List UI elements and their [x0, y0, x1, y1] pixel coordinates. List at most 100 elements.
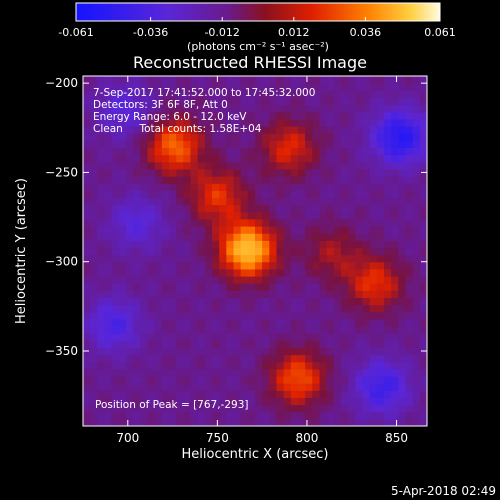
heatmap-cell: [319, 276, 328, 284]
heatmap-cell: [133, 283, 141, 291]
heatmap-cell: [161, 211, 170, 220]
heatmap-cell: [391, 326, 399, 334]
heatmap-cell: [283, 326, 292, 334]
heatmap-cell: [384, 168, 392, 177]
heatmap-cell: [147, 104, 156, 113]
heatmap-cell: [341, 326, 349, 334]
heatmap-cell: [183, 326, 192, 334]
heatmap-cell: [290, 104, 299, 113]
heatmap-cell: [376, 297, 385, 306]
heatmap-cell: [333, 304, 342, 313]
heatmap-cell: [269, 90, 278, 99]
heatmap-cell: [97, 254, 106, 263]
heatmap-cell: [362, 154, 371, 163]
heatmap-cell: [154, 204, 163, 213]
heatmap-cell: [341, 361, 349, 370]
heatmap-cell: [419, 190, 427, 199]
heatmap-cell: [290, 247, 299, 256]
heatmap-cell: [118, 404, 127, 413]
heatmap-cell: [283, 283, 292, 291]
heatmap-cell: [384, 283, 392, 291]
heatmap-cell: [312, 311, 321, 320]
heatmap-cell: [326, 76, 335, 84]
heatmap-cell: [133, 340, 141, 349]
heatmap-cell: [190, 368, 199, 377]
heatmap-cell: [247, 261, 256, 270]
heatmap-cell: [305, 404, 313, 413]
heatmap-cell: [233, 83, 242, 91]
heatmap-cell: [197, 118, 206, 127]
heatmap-cell: [355, 354, 364, 363]
heatmap-cell: [298, 383, 306, 391]
heatmap-cell: [269, 297, 278, 306]
heatmap-cell: [176, 333, 184, 341]
heatmap-cell: [111, 261, 120, 270]
heatmap-cell: [176, 290, 184, 299]
heatmap-cell: [312, 304, 321, 313]
heatmap-cell: [398, 411, 407, 420]
heatmap-cell: [126, 176, 134, 184]
heatmap-cell: [176, 218, 184, 227]
heatmap-cell: [176, 90, 184, 99]
heatmap-cell: [369, 83, 378, 91]
heatmap-cell: [190, 383, 199, 391]
heatmap-cell: [290, 111, 299, 120]
heatmap-cell: [391, 233, 399, 241]
heatmap-cell: [197, 297, 206, 306]
heatmap-cell: [412, 104, 421, 113]
heatmap-cell: [161, 118, 170, 127]
heatmap-cell: [147, 76, 156, 84]
heatmap-cell: [140, 147, 149, 156]
heatmap-cell: [305, 361, 313, 370]
heatmap-cell: [219, 347, 227, 356]
heatmap-cell: [197, 397, 206, 406]
heatmap-cell: [262, 261, 270, 270]
heatmap-cell: [376, 247, 385, 256]
heatmap-cell: [405, 233, 414, 241]
heatmap-cell: [398, 333, 407, 341]
heatmap-cell: [305, 311, 313, 320]
heatmap-cell: [147, 354, 156, 363]
heatmap-cell: [269, 390, 278, 399]
heatmap-cell: [376, 261, 385, 270]
heatmap-cell: [362, 411, 371, 420]
heatmap-cell: [333, 247, 342, 256]
heatmap-cell: [298, 347, 306, 356]
heatmap-cell: [355, 268, 364, 277]
heatmap-cell: [312, 90, 321, 99]
heatmap-cell: [147, 147, 156, 156]
heatmap-cell: [319, 183, 328, 191]
heatmap-cell: [240, 404, 249, 413]
heatmap-cell: [269, 376, 278, 384]
heatmap-cell: [262, 97, 270, 106]
heatmap-cell: [405, 268, 414, 277]
heatmap-cell: [348, 254, 356, 263]
heatmap-cell: [133, 383, 141, 391]
heatmap-cell: [319, 404, 328, 413]
heatmap-cell: [183, 340, 192, 349]
heatmap-cell: [348, 340, 356, 349]
heatmap-cell: [419, 276, 427, 284]
heatmap-cell: [247, 268, 256, 277]
heatmap-cell: [269, 204, 278, 213]
heatmap-cell: [147, 140, 156, 149]
heatmap-cell: [348, 268, 356, 277]
heatmap-cell: [161, 240, 170, 249]
heatmap-cell: [233, 76, 242, 84]
heatmap-cell: [312, 354, 321, 363]
heatmap-cell: [161, 404, 170, 413]
heatmap-cell: [369, 183, 378, 191]
heatmap-cell: [190, 190, 199, 199]
heatmap-cell: [391, 333, 399, 341]
heatmap-cell: [312, 390, 321, 399]
heatmap-cell: [161, 261, 170, 270]
heatmap-cell: [183, 368, 192, 377]
heatmap-cell: [348, 283, 356, 291]
heatmap-cell: [240, 118, 249, 127]
heatmap-cell: [305, 290, 313, 299]
heatmap-cell: [283, 97, 292, 106]
heatmap-cell: [312, 318, 321, 327]
heatmap-cell: [111, 226, 120, 234]
heatmap-cell: [190, 418, 199, 426]
heatmap-cell: [204, 197, 213, 206]
